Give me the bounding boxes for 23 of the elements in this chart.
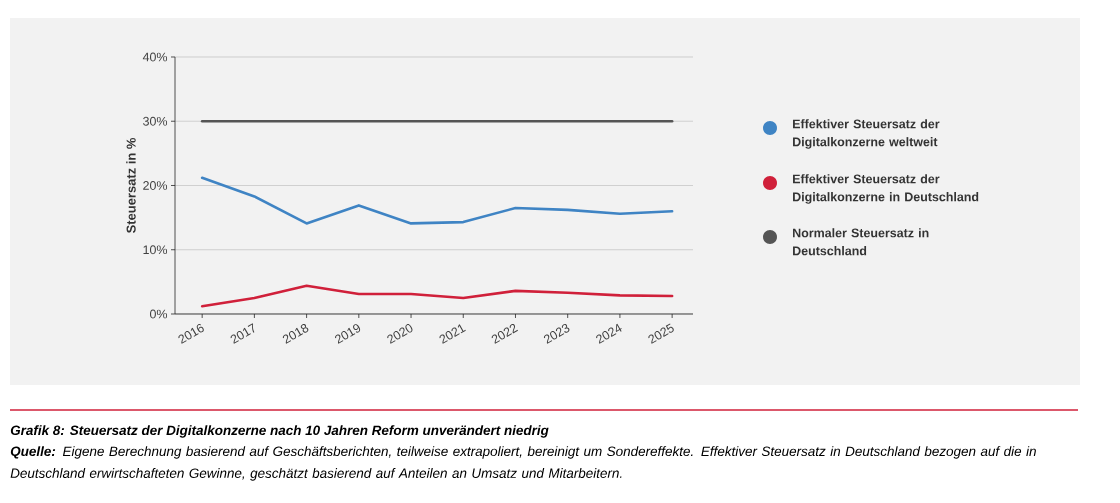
legend-label: Effektiver Steuersatz der Digitalkonzerne weltweit (793, 119, 940, 149)
legend-label: Effektiver Steuersatz der Digitalkonzerne in Deutschland (793, 174, 979, 204)
legend-label: Normaler Steuersatz in Deutschland (793, 228, 929, 256)
x-tick-label: 2025 (648, 323, 674, 344)
x-tick-label: 2018 (282, 324, 309, 344)
y-tick-label: 20% (143, 181, 168, 190)
x-tick-label: 2022 (491, 324, 518, 344)
x-tick-label: 2021 (439, 324, 466, 344)
y-axis-title: Steuersatz in % (126, 137, 136, 233)
y-tick-label: 0% (149, 309, 168, 319)
text: Quelle: Eigene Berechnung basierend auf Geschäftsberichten, teilweise extrapoliert, bereinigt um Sondereffekte. Effektiver Steuersatz in Deutschland bezogen auf die in Deutschland erwirtschafteten Gewinne, geschätzt basierend auf Anteilen an Umsatz und Mitarbeitern. (10, 446, 1036, 481)
text: Grafik 8: Steuersatz der Digitalkonzerne nach 10 Jahren Reform unverändert niedrig (10, 425, 549, 438)
x-tick-label: 2019 (335, 324, 361, 344)
y-tick-label: 30% (143, 116, 168, 126)
line-series (200, 176, 674, 225)
x-tick-label: 2024 (596, 323, 622, 344)
line-series (200, 284, 674, 308)
x-tick-label: 2020 (387, 324, 413, 344)
x-tick-label: 2017 (230, 323, 255, 344)
y-tick-label: 40% (142, 52, 168, 62)
x-tick-label: 2016 (178, 324, 204, 344)
y-tick-label: 10% (143, 245, 168, 255)
x-tick-label: 2023 (543, 324, 570, 344)
